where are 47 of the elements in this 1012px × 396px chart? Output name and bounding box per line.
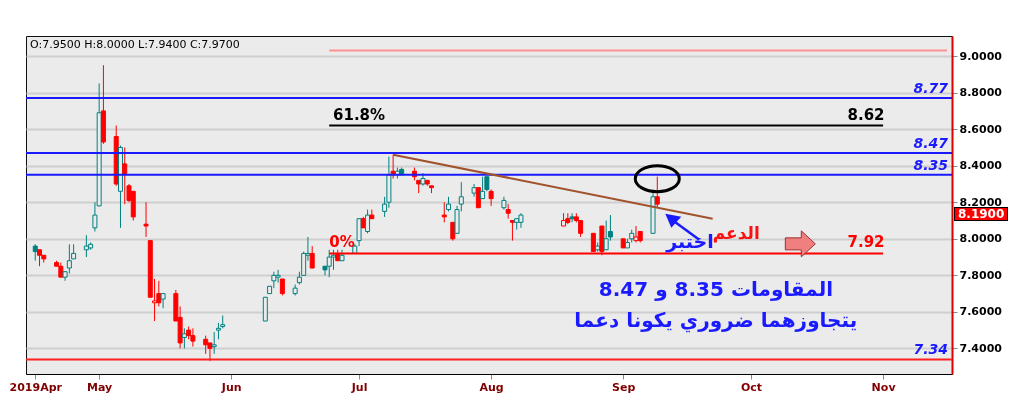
candlestick bbox=[66, 243, 72, 275]
annotation: O:7.9500 H:8.0000 L:7.9400 C:7.9700 bbox=[30, 38, 240, 51]
annotation: يتجاوزهما ضروري يكونا دعما bbox=[574, 307, 858, 332]
candlestick bbox=[122, 146, 128, 205]
annotation: 7.92 bbox=[847, 233, 885, 252]
annotation: 8.62 bbox=[847, 105, 885, 124]
annotation: المقاومات 8.35 و 8.47 bbox=[598, 277, 833, 302]
annotation: 61.8% bbox=[333, 105, 386, 124]
x-tick-label: 2019Apr bbox=[9, 380, 63, 394]
candlestick bbox=[211, 331, 217, 355]
candlestick bbox=[488, 188, 494, 207]
candlestick bbox=[160, 293, 166, 309]
x-tick-label: May bbox=[87, 380, 113, 394]
candlestick bbox=[309, 245, 315, 269]
y-tick-label: 7.4000 bbox=[959, 341, 1003, 355]
candlestick bbox=[441, 201, 447, 223]
ref-line-label: 8.77 bbox=[913, 80, 949, 97]
ref-line-label: 7.34 bbox=[913, 341, 948, 358]
candlestick bbox=[83, 234, 89, 258]
x-tick-label: Nov bbox=[871, 380, 897, 394]
y-tick-label: 7.6000 bbox=[959, 305, 1003, 319]
x-tick-label: Aug bbox=[479, 380, 504, 394]
y-tick-label: 8.0000 bbox=[959, 232, 1003, 246]
candlestick bbox=[143, 201, 149, 238]
y-tick-label: 8.4000 bbox=[959, 159, 1003, 173]
candlestick bbox=[475, 187, 481, 209]
x-tick-label: Jun bbox=[220, 380, 242, 394]
annotation: اختبر bbox=[666, 229, 714, 252]
y-tick-label: 9.0000 bbox=[959, 49, 1003, 63]
text: 8.1900 bbox=[954, 206, 1009, 221]
candlestick bbox=[262, 296, 268, 322]
ref-line-label: 8.47 bbox=[913, 134, 949, 151]
x-tick-label: Oct bbox=[740, 380, 763, 394]
y-tick-label: 8.8000 bbox=[959, 86, 1003, 100]
annotation: الدعم bbox=[712, 223, 760, 244]
x-tick-label: Sep bbox=[612, 380, 636, 394]
candlestick bbox=[181, 327, 187, 349]
x-tick-label: Jul bbox=[350, 380, 368, 394]
annotation: 0% bbox=[329, 233, 355, 252]
candlestick bbox=[275, 269, 281, 284]
y-tick-label: 8.2000 bbox=[959, 195, 1003, 209]
y-tick-label: 7.8000 bbox=[959, 268, 1003, 282]
candlestick bbox=[654, 176, 660, 209]
candlestick bbox=[471, 183, 477, 198]
candlestick bbox=[509, 220, 515, 242]
y-tick-label: 8.6000 bbox=[959, 122, 1003, 136]
ref-line-label: 8.35 bbox=[913, 156, 949, 173]
